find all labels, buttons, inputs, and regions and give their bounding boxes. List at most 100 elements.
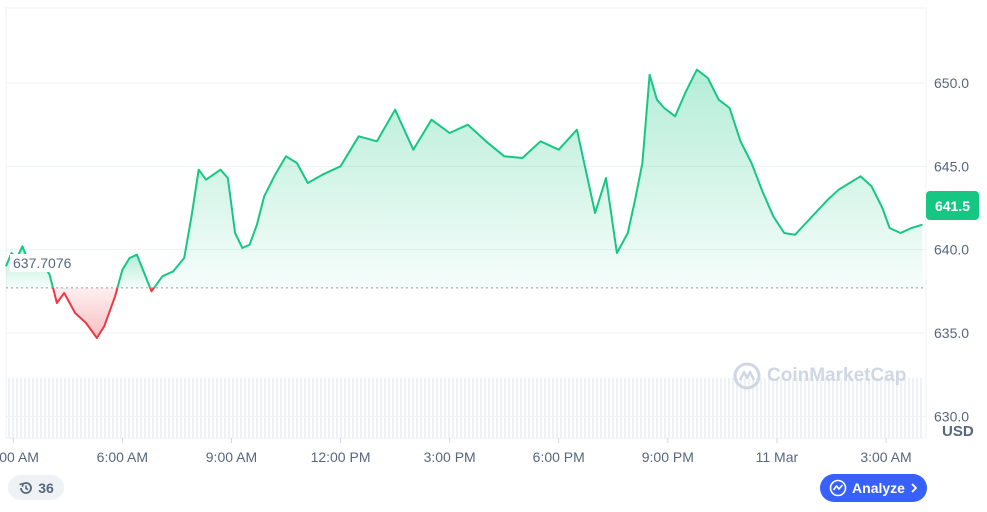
volume-bar — [152, 378, 154, 438]
volume-bar — [24, 378, 26, 438]
price-line-up — [116, 253, 152, 289]
x-tick-label: 3:00 AM — [860, 449, 911, 465]
volume-bar — [284, 378, 286, 438]
watermark-text: CoinMarketCap — [767, 365, 907, 386]
reference-price-label: 637.7076 — [10, 254, 75, 272]
volume-bar — [60, 378, 62, 438]
x-tick-label: 11 Mar — [756, 449, 799, 465]
volume-bar — [792, 378, 794, 438]
volume-bar — [292, 378, 294, 438]
volume-bar — [812, 378, 814, 438]
volume-bar — [96, 378, 98, 438]
area-above-reference — [154, 69, 923, 288]
volume-bar — [380, 378, 382, 438]
volume-bar — [396, 378, 398, 438]
volume-bar — [332, 378, 334, 438]
volume-bar — [368, 378, 370, 438]
volume-bar — [736, 378, 738, 438]
volume-bar — [32, 378, 34, 438]
volume-bar — [12, 378, 14, 438]
volume-bar — [888, 378, 890, 438]
volume-bar — [800, 378, 802, 438]
volume-bar — [224, 378, 226, 438]
volume-bar — [644, 378, 646, 438]
volume-bar — [548, 378, 550, 438]
volume-bar — [668, 378, 670, 438]
volume-bar — [864, 378, 866, 438]
volume-bar — [328, 378, 330, 438]
volume-bar — [216, 378, 218, 438]
volume-bar — [560, 378, 562, 438]
volume-bar — [424, 378, 426, 438]
volume-bar — [184, 378, 186, 438]
volume-bar — [268, 378, 270, 438]
volume-bar — [648, 378, 650, 438]
volume-bar — [360, 378, 362, 438]
volume-bar — [192, 378, 194, 438]
volume-bar — [520, 378, 522, 438]
volume-bar — [584, 378, 586, 438]
volume-bar — [428, 378, 430, 438]
volume-bar — [672, 378, 674, 438]
volume-bar — [632, 378, 634, 438]
volume-bar — [656, 378, 658, 438]
y-tick-label: 630.0 — [934, 408, 969, 424]
volume-bar — [300, 378, 302, 438]
volume-bar — [116, 378, 118, 438]
volume-bar — [760, 378, 762, 438]
volume-bar — [304, 378, 306, 438]
volume-bar — [816, 378, 818, 438]
volume-bar — [76, 378, 78, 438]
volume-bar — [124, 378, 126, 438]
volume-bar — [348, 378, 350, 438]
x-tick-label: 9:00 AM — [206, 449, 257, 465]
volume-bar — [692, 378, 694, 438]
volume-bar — [776, 378, 778, 438]
price-line-down — [52, 287, 119, 339]
volume-bar — [352, 378, 354, 438]
volume-bar — [408, 378, 410, 438]
volume-bar — [568, 378, 570, 438]
history-button[interactable]: 36 — [8, 475, 64, 500]
analyze-label: Analyze — [852, 480, 905, 496]
volume-bar — [688, 378, 690, 438]
volume-bar — [288, 378, 290, 438]
analyze-button[interactable]: Analyze — [820, 474, 927, 502]
volume-bar — [840, 378, 842, 438]
volume-bar — [540, 378, 542, 438]
volume-bar — [536, 378, 538, 438]
volume-bar — [836, 378, 838, 438]
coinmarketcap-watermark: CoinMarketCap — [733, 362, 906, 390]
volume-bar — [448, 378, 450, 438]
y-tick-label: 635.0 — [934, 325, 969, 341]
y-tick-label: 645.0 — [934, 158, 969, 174]
volume-bar — [400, 378, 402, 438]
volume-bar — [364, 378, 366, 438]
volume-bar — [764, 378, 766, 438]
y-axis-ticks: 650.0 645.0 640.0 635.0 630.0 — [934, 75, 969, 424]
volume-bar — [232, 378, 234, 438]
volume-bar — [64, 378, 66, 438]
volume-bar — [336, 378, 338, 438]
chevron-right-icon — [911, 483, 918, 493]
volume-bar — [128, 378, 130, 438]
volume-bar — [900, 378, 902, 438]
volume-bar — [20, 378, 22, 438]
volume-bar — [236, 378, 238, 438]
volume-bar — [112, 378, 114, 438]
volume-bar — [188, 378, 190, 438]
volume-bar — [452, 378, 454, 438]
volume-bar — [612, 378, 614, 438]
volume-bar — [384, 378, 386, 438]
volume-bar — [576, 378, 578, 438]
volume-bar — [620, 378, 622, 438]
price-line-down — [149, 287, 155, 293]
volume-bar — [260, 378, 262, 438]
volume-bar — [136, 378, 138, 438]
volume-bar — [868, 378, 870, 438]
volume-bar — [500, 378, 502, 438]
volume-bar — [684, 378, 686, 438]
volume-bar — [276, 378, 278, 438]
current-price-badge: 641.5 — [926, 191, 979, 220]
